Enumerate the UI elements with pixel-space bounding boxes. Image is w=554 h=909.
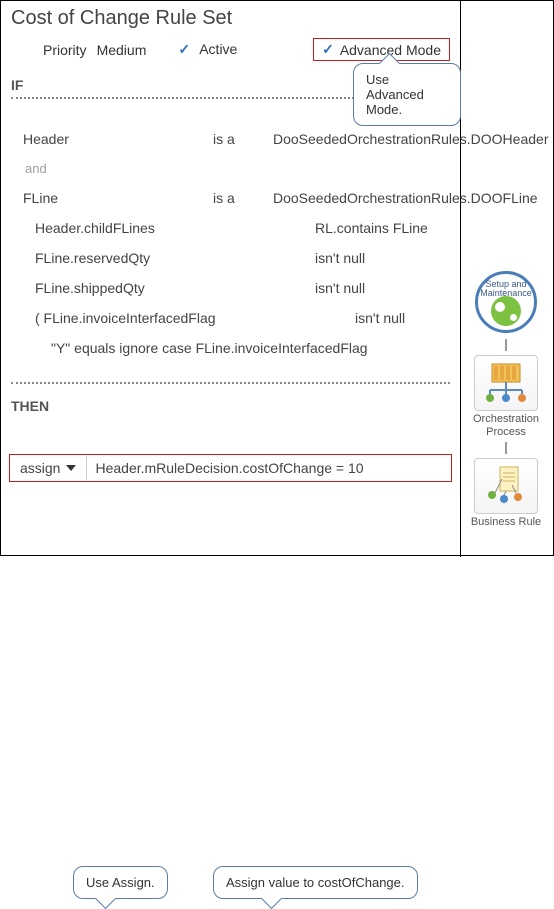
condition-row[interactable]: FLine.reservedQty isn't null <box>23 250 450 266</box>
priority-value[interactable]: Medium <box>97 42 147 58</box>
callout-advanced-mode: Use Advanced Mode. <box>353 63 461 126</box>
callout-assign-value: Assign value to costOfChange. <box>213 866 418 899</box>
condition-row[interactable]: ( FLine.invoiceInterfacedFlag isn't null <box>23 310 450 326</box>
side-item-orchestration[interactable]: Orchestration Process <box>466 355 546 438</box>
connector-line <box>505 339 507 351</box>
rule-editor-panel: Cost of Change Rule Set Priority Medium … <box>1 1 461 557</box>
assign-action-dropdown[interactable]: assign <box>10 456 87 480</box>
gear-icon <box>491 296 521 326</box>
callout-use-assign: Use Assign. <box>73 866 168 899</box>
side-label: Business Rule <box>466 516 546 529</box>
condition-row[interactable]: Header is a DooSeededOrchestrationRules.… <box>23 131 450 147</box>
and-label: and <box>25 161 450 176</box>
cond-subject: FLine <box>23 190 213 206</box>
cond-subject: FLine.reservedQty <box>35 250 315 266</box>
cond-subject: ( FLine.invoiceInterfacedFlag <box>35 310 355 326</box>
check-icon: ✓ <box>322 41 334 58</box>
advanced-mode-toggle[interactable]: ✓ Advanced Mode <box>313 38 450 61</box>
then-label: THEN <box>1 398 460 414</box>
callout-text: Assign value to costOfChange. <box>226 875 405 890</box>
cond-subject: FLine.shippedQty <box>35 280 315 296</box>
cond-subject: Header <box>23 131 213 147</box>
cond-subject: Header.childFLines <box>35 220 315 236</box>
cond-value: isn't null <box>315 250 450 266</box>
assign-expression[interactable]: Header.mRuleDecision.costOfChange = 10 <box>87 456 451 480</box>
cond-expr: "Y" equals ignore case FLine.invoiceInte… <box>51 340 368 356</box>
setup-maintenance-icon: Setup and Maintenance <box>475 271 537 333</box>
page-title: Cost of Change Rule Set <box>1 1 460 34</box>
side-item-business-rule[interactable]: Business Rule <box>466 458 546 529</box>
conditions-block: Header is a DooSeededOrchestrationRules.… <box>1 109 460 378</box>
cond-value: DooSeededOrchestrationRules.DOOHeader <box>273 131 548 147</box>
condition-row[interactable]: Header.childFLines RL.contains FLine <box>23 220 450 236</box>
chevron-down-icon <box>66 465 76 471</box>
cond-op: is a <box>213 190 273 206</box>
assign-action-row[interactable]: assign Header.mRuleDecision.costOfChange… <box>9 454 452 482</box>
active-toggle[interactable]: ✓ Active <box>178 41 237 58</box>
orchestration-process-icon <box>474 355 538 411</box>
connector-line <box>505 442 507 454</box>
divider <box>11 382 450 384</box>
side-item-setup[interactable]: Setup and Maintenance <box>466 271 546 335</box>
cond-value: isn't null <box>315 280 450 296</box>
condition-row[interactable]: "Y" equals ignore case FLine.invoiceInte… <box>23 340 450 356</box>
condition-row[interactable]: FLine.shippedQty isn't null <box>23 280 450 296</box>
side-nav: Setup and Maintenance Orchestration Proc… <box>459 271 553 529</box>
priority-label: Priority <box>43 42 87 58</box>
condition-row[interactable]: FLine is a DooSeededOrchestrationRules.D… <box>23 190 450 206</box>
check-icon: ✓ <box>178 41 190 58</box>
business-rule-icon <box>474 458 538 514</box>
side-label: Orchestration Process <box>466 413 546 438</box>
active-label: Active <box>199 41 237 57</box>
callout-text: Use Assign. <box>86 875 155 890</box>
cond-value: DooSeededOrchestrationRules.DOOFLine <box>273 190 538 206</box>
cond-value: isn't null <box>355 310 450 326</box>
assign-action-label: assign <box>20 460 60 476</box>
cond-value: RL.contains FLine <box>315 220 450 236</box>
cond-op: is a <box>213 131 273 147</box>
then-block: THEN Use Assign. Assign value to costOfC… <box>1 394 460 482</box>
callout-text: Use Advanced Mode. <box>366 72 424 117</box>
